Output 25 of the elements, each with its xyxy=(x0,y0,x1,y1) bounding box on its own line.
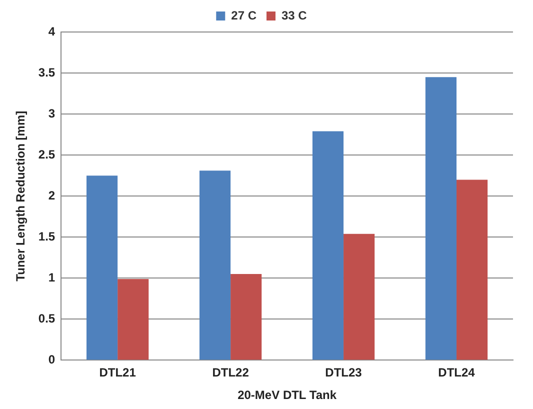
y-tick-label: 3.5 xyxy=(38,65,56,80)
bar xyxy=(456,180,488,360)
y-tick-label: 1 xyxy=(48,270,56,284)
legend-label: 33 C xyxy=(282,8,308,22)
y-tick-label: 2.5 xyxy=(38,147,56,162)
bar xyxy=(199,170,231,360)
bar xyxy=(118,278,149,360)
x-tick-label: DTL21 xyxy=(99,366,136,380)
x-axis-title: 20-MeV DTL Tank xyxy=(238,388,337,402)
x-tick-label: DTL23 xyxy=(325,366,362,380)
bar xyxy=(344,234,375,360)
bar xyxy=(86,176,118,360)
y-tick-label: 3 xyxy=(48,106,56,120)
y-tick-label: 2 xyxy=(48,188,56,202)
y-tick-label: 4 xyxy=(48,24,56,38)
legend-label: 27 C xyxy=(231,8,257,22)
bar xyxy=(425,77,457,360)
y-tick-label: 1.5 xyxy=(38,229,56,244)
bar xyxy=(312,131,344,360)
x-tick-label: DTL24 xyxy=(438,366,476,380)
y-axis-title: Tuner Length Reduction [mm] xyxy=(14,110,28,282)
y-tick-label: 0 xyxy=(48,352,56,367)
y-tick-label: 0.5 xyxy=(38,311,56,326)
x-tick-label: DTL22 xyxy=(212,366,250,380)
bar xyxy=(230,274,262,360)
